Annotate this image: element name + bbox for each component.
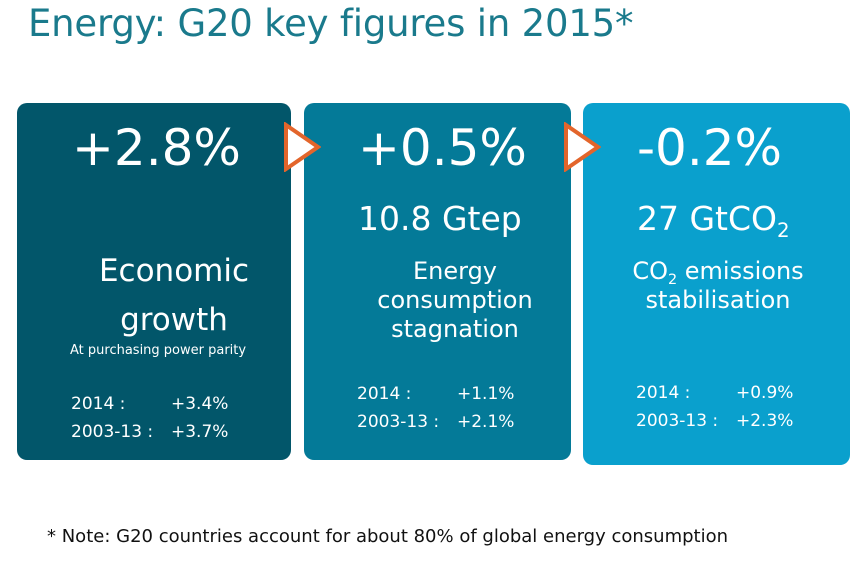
label-line: growth [120, 302, 228, 338]
stat-value: +0.9% [736, 383, 794, 403]
stat-value: +3.4% [171, 394, 229, 414]
stat-value: +2.3% [736, 411, 794, 431]
label-line: consumption [377, 286, 533, 314]
card-label: CO2 emissions stabilisation [583, 257, 853, 315]
label-line: stabilisation [645, 286, 791, 314]
stats-block: 2014 : +1.1% 2003-13 : +2.1% [357, 380, 514, 436]
stat-row: 2014 : +0.9% [636, 379, 793, 407]
stat-value: +2.1% [457, 412, 515, 432]
label-co: CO [632, 257, 668, 285]
stat-value: +3.7% [171, 422, 229, 442]
card-label: Economic growth [17, 247, 331, 345]
quantity-subscript: 2 [777, 218, 790, 242]
stats-block: 2014 : +3.4% 2003-13 : +3.7% [71, 390, 228, 446]
stat-row: 2003-13 : +2.3% [636, 407, 793, 435]
stat-period: 2003-13 : [71, 422, 154, 442]
stat-period: 2014 : [357, 384, 412, 404]
play-arrow-icon [284, 122, 321, 172]
stat-row: 2003-13 : +2.1% [357, 408, 514, 436]
stat-period: 2014 : [71, 394, 126, 414]
stat-row: 2014 : +3.4% [71, 390, 228, 418]
label-line: Economic [98, 253, 250, 289]
play-arrow-icon [564, 122, 601, 172]
stat-row: 2014 : +1.1% [357, 380, 514, 408]
label-line: Energy [412, 257, 498, 285]
stat-value: +1.1% [457, 384, 515, 404]
card-label: Energy consumption stagnation [304, 257, 606, 344]
stats-block: 2014 : +0.9% 2003-13 : +2.3% [636, 379, 793, 435]
label-line: stagnation [391, 315, 519, 343]
stat-period: 2003-13 : [636, 411, 719, 431]
stat-period: 2003-13 : [357, 412, 440, 432]
headline-value: +0.5% [358, 119, 527, 177]
footnote: * Note: G20 countries account for about … [47, 526, 729, 547]
stat-period: 2014 : [636, 383, 691, 403]
headline-value: +2.8% [72, 119, 241, 177]
page-title: Energy: G20 key figures in 2015* [28, 2, 634, 45]
stat-row: 2003-13 : +3.7% [71, 418, 228, 446]
card-co2-emissions: -0.2% 27 GtCO2 CO2 emissions stabilisati… [583, 103, 850, 465]
quantity-main: 27 GtCO [637, 199, 778, 238]
label-subscript: 2 [667, 272, 678, 289]
label-rest: emissions [677, 257, 804, 285]
card-note: At purchasing power parity [70, 343, 247, 358]
quantity-value: 27 GtCO2 [637, 199, 790, 240]
label-line: CO2 emissions [583, 257, 853, 289]
card-economic-growth: +2.8% Economic growth At purchasing powe… [17, 103, 291, 460]
quantity-value: 10.8 Gtep [358, 199, 522, 238]
card-energy-consumption: +0.5% 10.8 Gtep Energy consumption stagn… [304, 103, 571, 460]
headline-value: -0.2% [637, 119, 783, 177]
